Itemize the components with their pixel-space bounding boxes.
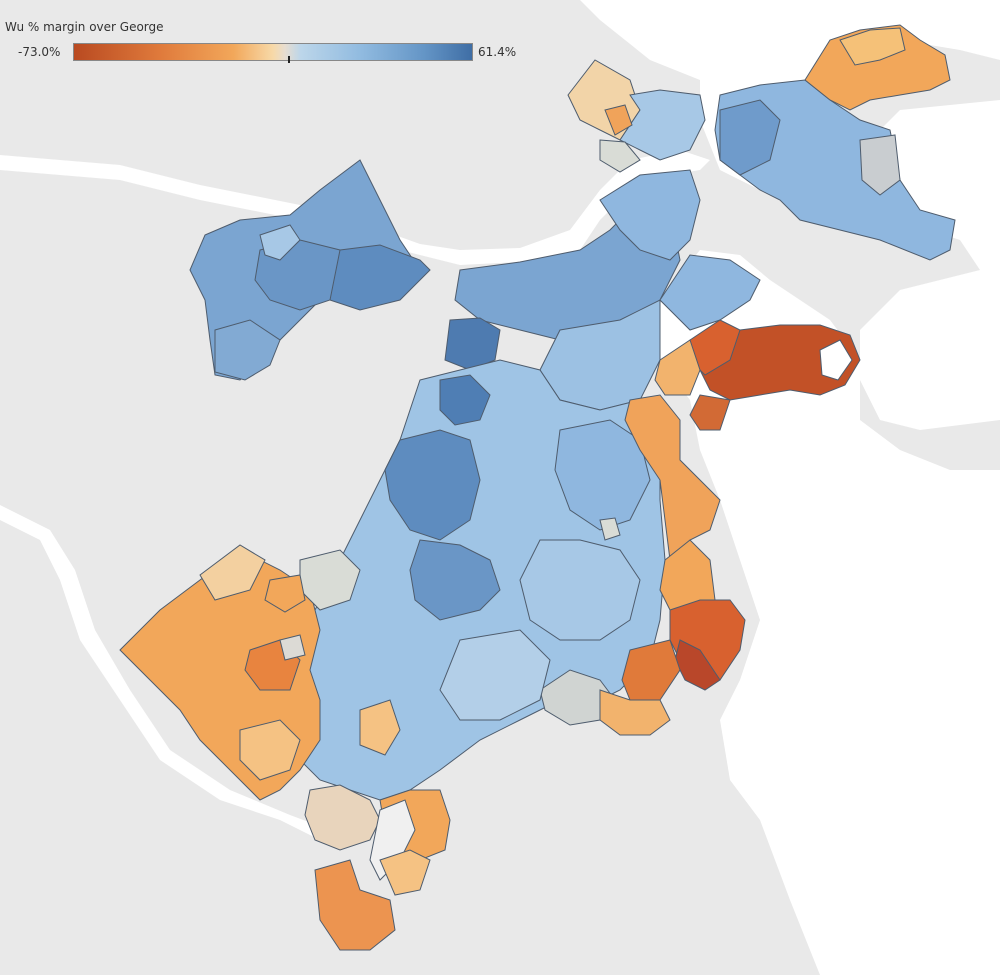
precinct-orient-heights <box>804 24 951 111</box>
precinct-dorchester-tossup <box>599 517 621 541</box>
precinct-longwood <box>444 317 501 371</box>
precinct-west-roxbury-north <box>199 544 266 601</box>
precinct-jamaica-plain-south <box>409 539 501 621</box>
precinct-east-boston-west <box>719 99 781 176</box>
precinct-hyde-park-north <box>304 784 381 851</box>
precinct-roslindale-lean <box>359 699 401 756</box>
legend-color-scale <box>73 43 473 61</box>
precinct-orient-heights-north <box>839 27 906 66</box>
precinct-hyde-park-south <box>314 859 396 951</box>
precinct-hyde-park-southeast <box>379 849 431 896</box>
castle-island-water <box>819 339 853 381</box>
legend-title: Wu % margin over George <box>5 20 164 34</box>
precinct-lower-mills <box>599 689 671 736</box>
precinct-dorchester-central <box>519 539 641 641</box>
precinct-dorchester-north <box>554 419 651 531</box>
south-bay-water <box>660 250 1000 975</box>
legend-max-label: 61.4% <box>478 45 517 59</box>
precinct-south-boston-south <box>689 394 731 431</box>
precinct-airport-park <box>859 134 901 196</box>
legend-min-label: -73.0% <box>18 45 61 59</box>
precinct-jamaica-plain-north <box>384 429 481 541</box>
precinct-mattapan <box>439 629 551 721</box>
precinct-seaport <box>659 254 761 331</box>
precinct-south-boston-east <box>699 324 861 401</box>
precinct-roslindale-orange <box>264 574 306 613</box>
precinct-charlestown-south <box>599 139 641 173</box>
precinct-downtown <box>599 169 701 261</box>
legend-zero-marker <box>288 56 290 63</box>
precinct-brighton-south <box>214 319 281 381</box>
precinct-south-boston-west <box>654 339 701 396</box>
precinct-west-roxbury-south <box>239 719 301 781</box>
precinct-mission-hill <box>439 374 491 426</box>
precinct-allston <box>329 244 431 311</box>
map-legend: Wu % margin over George -73.0% 61.4% <box>0 0 540 70</box>
precinct-charlestown-small <box>604 104 633 136</box>
charles-river-water <box>0 150 710 265</box>
precinct-brighton-north <box>259 224 301 261</box>
precinct-savin-hill <box>624 394 721 562</box>
precinct-roslindale-small <box>279 634 306 661</box>
